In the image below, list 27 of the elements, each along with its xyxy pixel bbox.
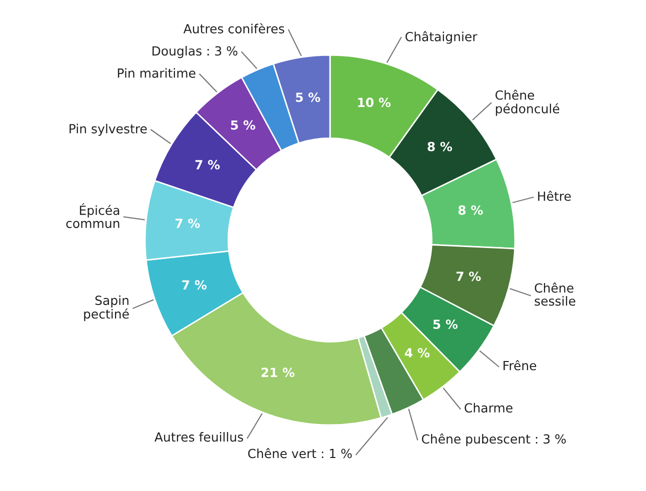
slice-label: Chêne pédonculé — [496, 90, 560, 116]
slice-label: Hêtre — [538, 190, 571, 201]
slice-label: Sapin pectiné — [84, 295, 129, 322]
data-label: 8 % — [458, 205, 483, 215]
slice-label: Épicéa commun — [66, 203, 120, 228]
data-label: 7 % — [456, 272, 481, 282]
data-label: 4 % — [404, 348, 430, 358]
slice-label: Pin sylvestre — [70, 124, 147, 136]
slice-label: Châtaignier — [406, 31, 478, 44]
slice-label: Frêne — [504, 360, 536, 370]
data-label: 7 % — [176, 218, 200, 228]
slice-label: Douglas : 3 % — [152, 46, 238, 58]
data-label: 10 % — [358, 98, 391, 108]
slice-label: Charme — [464, 402, 512, 413]
data-label: 7 % — [195, 160, 220, 170]
slice-label: Chêne vert : 1 % — [248, 448, 352, 458]
data-label: 5 % — [433, 320, 458, 329]
slice-label: Chêne pubescent : 3 % — [422, 434, 566, 446]
data-label: 5 % — [296, 92, 320, 102]
slice-label: Chêne sessile — [534, 282, 576, 306]
slice-label: Autres conifères — [183, 23, 284, 34]
slice-label: Pin maritime — [118, 68, 196, 78]
slice-label: Autres feuillus — [154, 432, 244, 442]
data-label: 21 % — [262, 368, 294, 378]
data-label: 5 % — [231, 120, 256, 130]
data-label: 7 % — [182, 280, 207, 290]
data-label: 8 % — [428, 142, 452, 152]
